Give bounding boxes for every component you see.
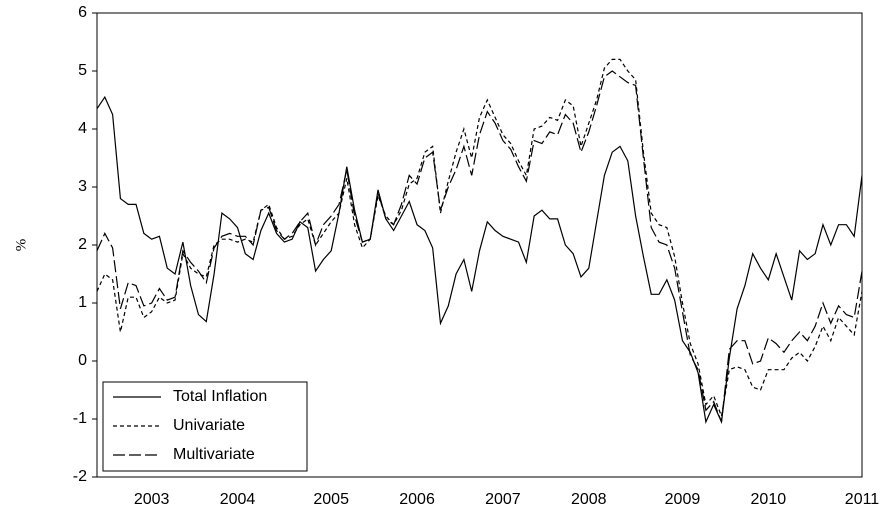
y-tick-label: 2 — [78, 236, 87, 253]
x-tick-label: 2009 — [665, 491, 701, 508]
x-tick-label: 2006 — [399, 491, 435, 508]
x-tick-label: 2003 — [134, 491, 170, 508]
series-line — [96, 95, 863, 425]
y-tick-label: -2 — [73, 468, 87, 485]
series-line — [96, 58, 863, 419]
y-tick-label: -1 — [73, 410, 87, 427]
series-line — [96, 70, 863, 423]
y-tick-label: 5 — [78, 62, 87, 79]
x-tick-label: 2007 — [485, 491, 521, 508]
legend-label: Multivariate — [173, 446, 255, 463]
y-tick-label: 4 — [78, 120, 87, 137]
y-axis-label: % — [13, 239, 29, 252]
y-tick-label: 3 — [78, 178, 87, 195]
x-tick-label: 2004 — [220, 491, 256, 508]
x-tick-label: 2008 — [571, 491, 607, 508]
x-tick-label: 2010 — [751, 491, 787, 508]
y-tick-label: 1 — [78, 294, 87, 311]
y-tick-label: 6 — [78, 4, 87, 21]
y-tick-label: 0 — [78, 352, 87, 369]
x-tick-label: 2011 — [845, 491, 880, 508]
legend-label: Univariate — [173, 417, 245, 434]
x-tick-label: 2005 — [313, 491, 349, 508]
legend-label: Total Inflation — [173, 388, 267, 405]
